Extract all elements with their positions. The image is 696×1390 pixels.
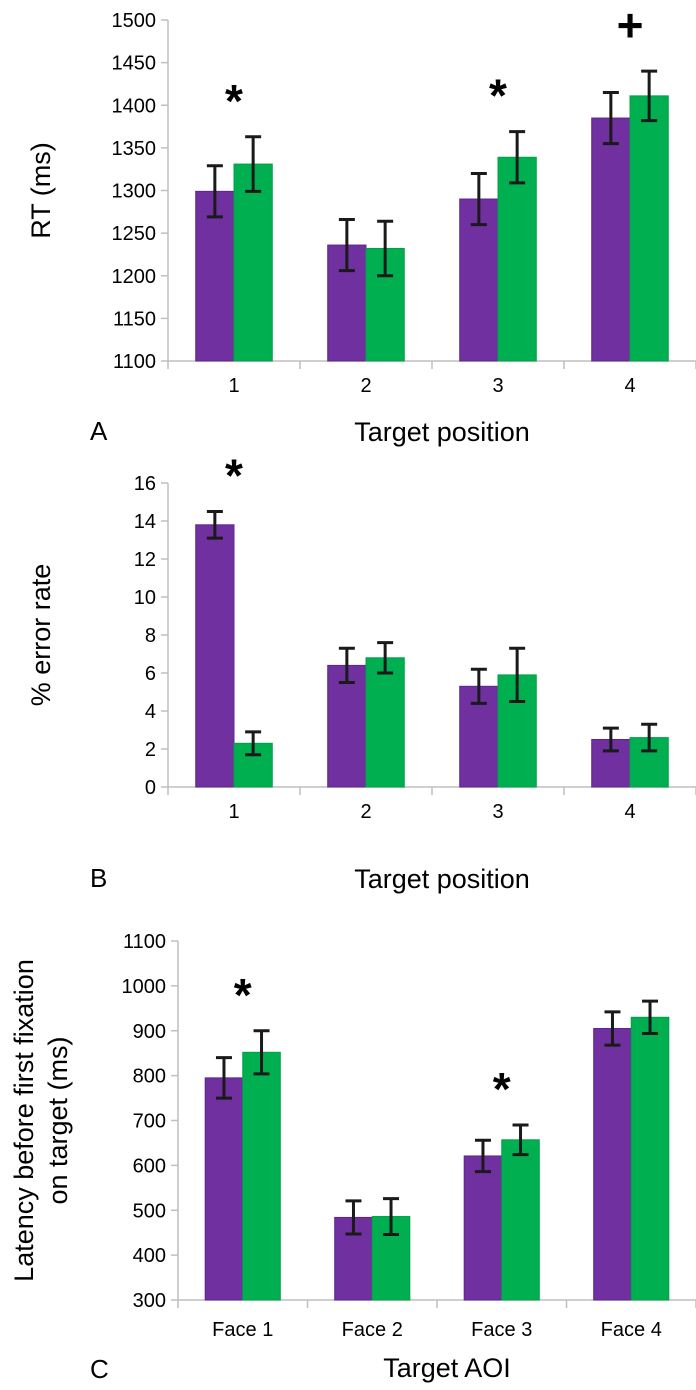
y-tick-label: 10 [134,587,156,609]
y-tick-label: 4 [145,701,156,723]
x-axis-title: Target position [354,864,530,894]
y-tick-label: 2 [145,739,156,761]
panel-letter: A [90,416,108,446]
bar-series-2-cat-2 [365,657,405,788]
x-tick-label: 2 [360,801,371,823]
y-tick-label: 1500 [112,10,157,32]
y-tick-label: 500 [133,1200,166,1222]
x-tick-label: Face 4 [601,1319,662,1341]
y-tick-label: 1200 [112,266,157,288]
y-tick-label: 600 [133,1155,166,1177]
y-tick-label: 1350 [112,138,157,160]
y-tick-label: 1100 [123,931,166,953]
y-axis-title: RT (ms) [26,142,56,239]
y-tick-label: 300 [133,1290,166,1312]
bar-series-2-cat-1 [233,163,273,362]
bar-series-1-cat-1 [195,190,235,362]
bar-series-1-cat-2 [327,664,367,788]
y-tick-label: 16 [134,473,156,495]
x-tick-label: Face 3 [471,1319,532,1341]
x-tick-label: 3 [492,375,503,397]
bar-series-2-cat-3 [497,156,537,362]
x-tick-label: Face 2 [342,1319,403,1341]
panel-letter: B [90,863,107,893]
x-tick-label: Face 1 [212,1319,273,1341]
significance-marker: + [617,0,644,51]
y-tick-label: 6 [145,663,156,685]
y-axis-title: on target (ms) [43,1036,73,1204]
bar-series-1-cat-1 [204,1077,244,1301]
significance-marker: * [234,969,252,1021]
chart-panel-c: 300 400 500 600 700 800 900 1000 1100 Face 1 Face … [9,931,696,1384]
y-tick-label: 1300 [112,181,157,203]
x-tick-label: 4 [624,801,635,823]
bar-series-1-cat-1 [195,524,235,788]
bar-series-1-cat-4 [591,117,631,362]
panel-letter: C [90,1354,109,1384]
y-axis-title: % error rate [26,564,56,707]
y-tick-label: 700 [133,1111,166,1133]
y-tick-label: 8 [145,625,156,647]
significance-marker: * [225,450,243,502]
y-tick-label: 1400 [112,95,157,117]
y-tick-label: 1150 [113,308,156,330]
y-tick-label: 900 [133,1021,166,1043]
y-tick-label: 1100 [113,351,156,373]
y-tick-label: 1000 [122,976,167,998]
x-axis-title: Target position [354,417,530,447]
bar-series-1-cat-3 [463,1155,503,1301]
x-tick-label: 1 [228,375,239,397]
y-tick-label: 800 [133,1066,166,1088]
y-tick-label: 1450 [112,53,157,75]
significance-marker: * [493,1063,511,1115]
y-tick-label: 400 [133,1245,166,1267]
bar-series-2-cat-4 [630,1016,670,1301]
bar-series-1-cat-4 [591,739,631,788]
y-tick-label: 12 [134,549,156,571]
bar-series-2-cat-1 [242,1051,281,1301]
significance-marker: * [225,75,243,127]
bar-series-2-cat-3 [501,1139,540,1301]
x-tick-label: 1 [228,801,239,823]
bar-series-2-cat-4 [629,95,669,362]
significance-marker: * [489,70,507,122]
y-tick-label: 14 [134,511,156,533]
x-tick-label: 2 [360,375,371,397]
chart-panel-a: 1100 1150 1200 1250 1300 1350 1400 1450 1500 1 2 3 4… [26,0,696,447]
x-axis-title: Target AOI [383,1353,511,1383]
y-axis-title: Latency before first fixation [9,959,39,1282]
x-tick-label: 4 [624,375,635,397]
y-tick-label: 1250 [112,223,157,245]
y-tick-label: 0 [145,777,156,799]
x-tick-label: 3 [492,801,503,823]
bar-series-1-cat-4 [593,1028,632,1301]
